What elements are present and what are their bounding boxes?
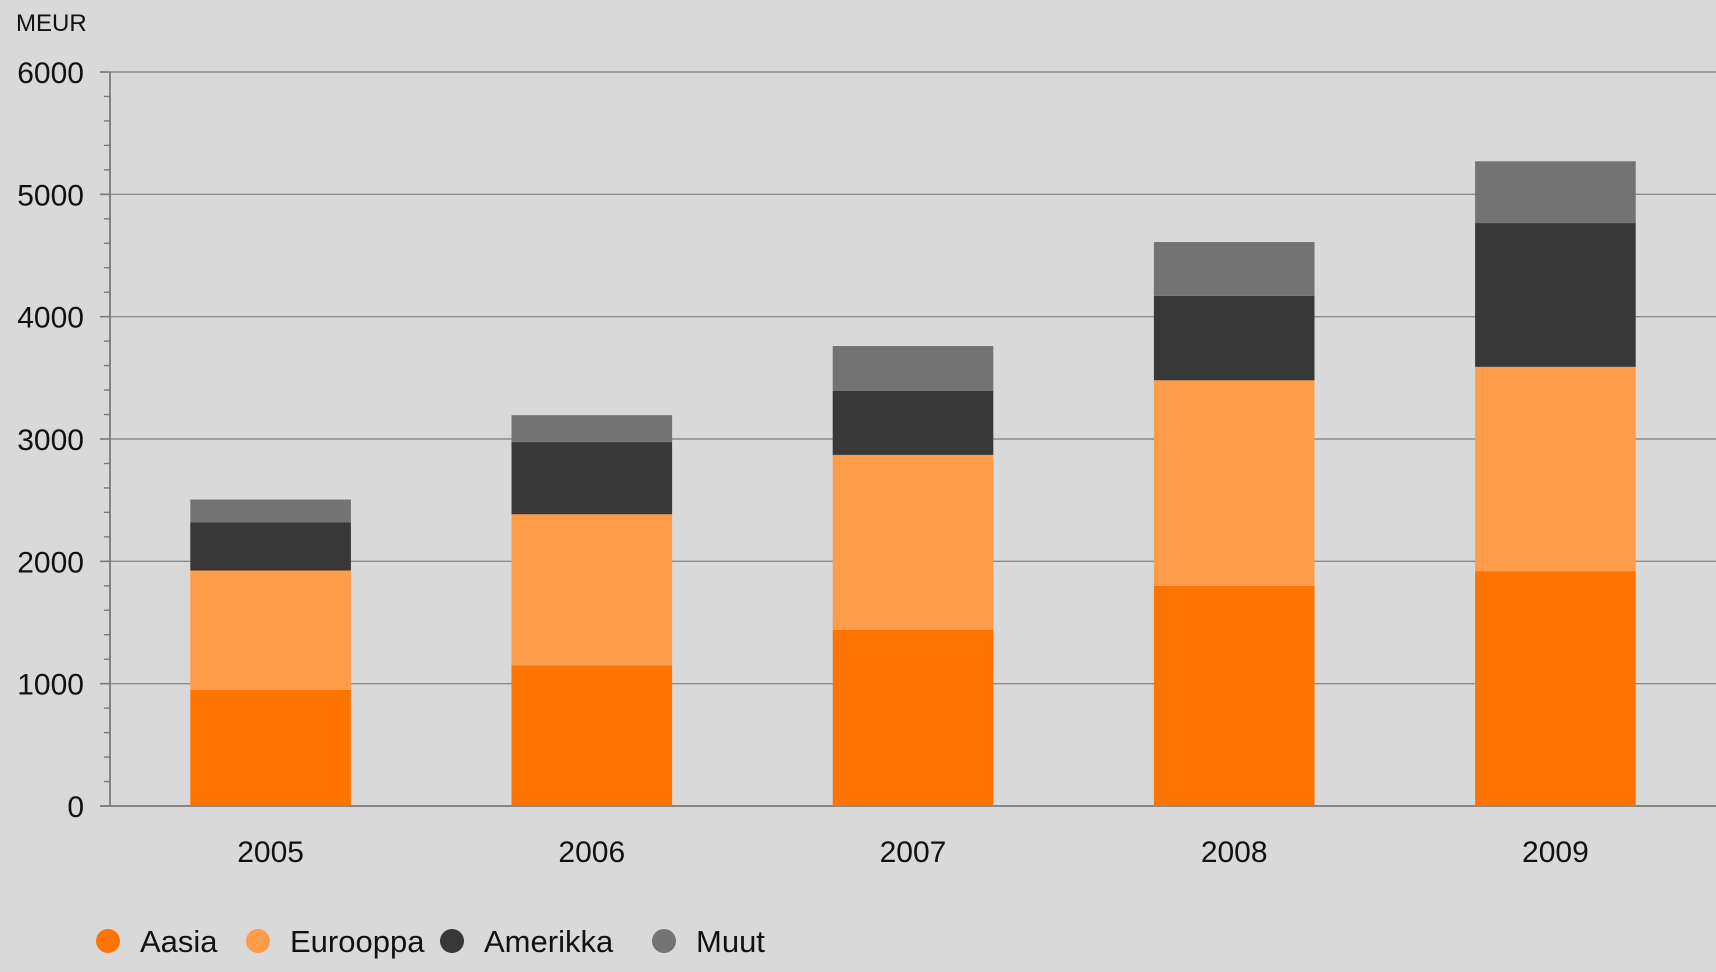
legend: Aasia Eurooppa Amerikka Muut <box>96 924 765 959</box>
bar-segment-muut-2005 <box>190 499 351 523</box>
bar-segment-eurooppa-2008 <box>1153 380 1315 586</box>
x-tick-label: 2008 <box>1201 836 1268 869</box>
x-tick-label: 2007 <box>880 836 947 869</box>
x-tick-labels: 2005 2006 2007 2008 2009 <box>237 836 1589 869</box>
y-tick-label: 1000 <box>17 669 84 702</box>
bar-segment-muut-2009 <box>1475 161 1636 224</box>
legend-label-muut: Muut <box>696 924 765 959</box>
x-tick-label: 2009 <box>1522 836 1589 869</box>
bar-segment-aasia-2006 <box>511 665 673 806</box>
y-tick-label: 4000 <box>17 302 84 335</box>
legend-label-eurooppa: Eurooppa <box>290 924 425 959</box>
bar-segment-amerikka-2007 <box>832 390 994 455</box>
y-axis-unit-label: MEUR <box>16 10 87 37</box>
legend-label-aasia: Aasia <box>140 924 218 959</box>
y-tick-label: 3000 <box>17 424 84 457</box>
y-tick-label: 5000 <box>17 179 84 212</box>
legend-label-amerikka: Amerikka <box>484 924 614 959</box>
bar-segment-aasia-2005 <box>190 689 351 806</box>
axes: 0 1000 2000 3000 4000 5000 6000 <box>17 57 1716 824</box>
bar-segment-amerikka-2009 <box>1475 223 1636 367</box>
bar-segment-eurooppa-2007 <box>832 454 994 630</box>
bar-segment-amerikka-2005 <box>190 522 351 571</box>
y-tick-label: 0 <box>67 791 84 824</box>
bar-segment-eurooppa-2009 <box>1475 366 1636 572</box>
x-tick-label: 2005 <box>237 836 304 869</box>
bar-segment-aasia-2009 <box>1475 571 1636 806</box>
y-tick-label: 6000 <box>17 57 84 90</box>
legend-swatch-muut <box>652 929 676 953</box>
bar-segment-muut-2006 <box>511 415 673 443</box>
bar-segment-eurooppa-2005 <box>190 570 351 690</box>
bars <box>190 161 1636 806</box>
bar-segment-aasia-2007 <box>832 629 994 806</box>
bar-segment-muut-2007 <box>832 346 994 391</box>
bar-segment-amerikka-2008 <box>1153 295 1315 381</box>
legend-swatch-aasia <box>96 929 120 953</box>
legend-swatch-amerikka <box>440 929 464 953</box>
legend-swatch-eurooppa <box>246 929 270 953</box>
y-tick-label: 2000 <box>17 546 84 579</box>
bar-segment-eurooppa-2006 <box>511 514 673 666</box>
bar-segment-muut-2008 <box>1153 242 1315 296</box>
bar-segment-aasia-2008 <box>1153 585 1315 806</box>
bar-segment-amerikka-2006 <box>511 442 673 515</box>
x-tick-label: 2006 <box>558 836 625 869</box>
